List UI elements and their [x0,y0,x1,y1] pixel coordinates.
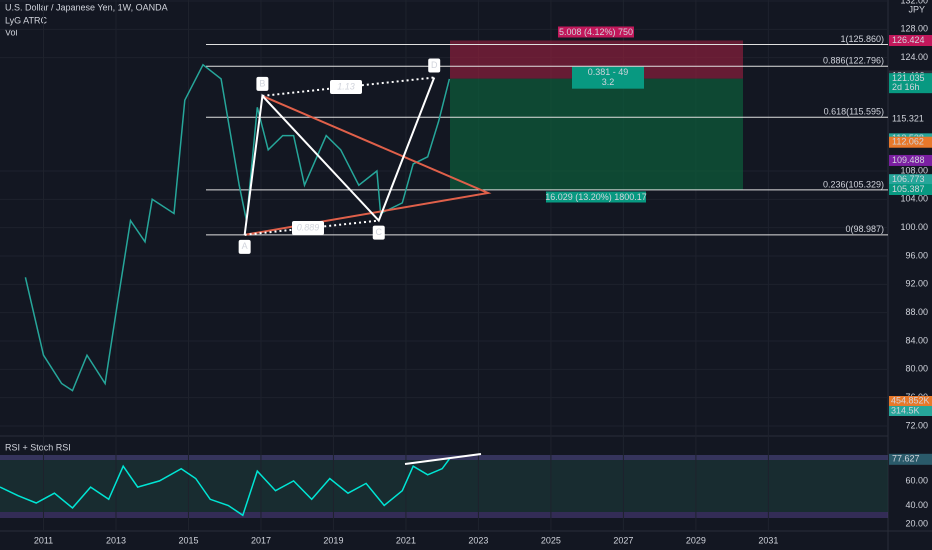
ratio-label-bg [292,221,324,235]
point-label-bg [372,225,385,240]
time-tick-label: 2023 [468,535,488,545]
reward-label-bg [546,191,646,203]
target-zone [450,78,743,190]
price-tick-label: 132.00 [900,0,928,5]
point-label-bg [238,239,251,254]
rsi-tick-label: 20.00 [905,518,928,528]
rsi-line [0,458,451,517]
price-badge [889,136,932,148]
rsi-tick-label: 40.00 [905,500,928,510]
price-tick-label: 84.00 [905,335,928,345]
price-badge-label: 109.488 [892,155,925,165]
price-badge [889,73,932,94]
volume-badge [889,406,932,416]
risk-label-bg [558,26,634,38]
time-tick-label: 2029 [686,535,706,545]
price-badge-label: 126.424 [892,35,925,45]
time-tick-label: 2019 [323,535,343,545]
price-tick-label: 128.00 [900,24,928,34]
ratio-label-bg [330,80,362,94]
rsi-badge-label: 77.627 [892,454,920,464]
rsi-oversold [0,512,888,518]
time-tick-label: 2021 [396,535,416,545]
fib-label: 0.618(115.595) [824,107,884,117]
rsi-trendline [404,453,482,465]
harmonic-pattern [243,77,436,235]
time-tick-label: 2017 [251,535,271,545]
triangle-top [244,94,492,236]
time-tick-label: 2025 [541,535,561,545]
price-tick-label: 72.00 [905,420,928,430]
indicator-label: Vol [5,27,18,37]
volume-badge-label: 454.852K [891,395,930,405]
price-tick-label: 104.00 [900,194,928,204]
fib-label: 0.236(105.329) [823,179,884,189]
indicator-label: LyG ATRC [5,15,48,25]
price-badge [889,113,932,125]
mid-label: 3.2 [602,77,615,87]
ratio-label: 1.13 [337,81,355,91]
price-tick-label: 100.00 [900,222,928,232]
risk-label: 5.008 (4.12%) 750 [559,27,633,37]
price-tick-label: 88.00 [905,307,928,317]
mid-label: 0.381 - 49 [588,67,629,77]
fib-label: 1(125.860) [840,34,884,44]
ratio-label: 0.889 [297,222,320,232]
price-tick-label: 92.00 [905,279,928,289]
price-badge-label: 121.035 [892,73,925,83]
time-tick-label: 2011 [34,535,53,545]
mid-label-bg [572,66,644,89]
price-badge [889,184,932,196]
currency: JPY [908,4,925,14]
point-label-bg [256,76,269,91]
rsi-band [0,455,888,512]
time-tick-label: 2031 [758,535,778,545]
price-tick-label: 124.00 [900,52,928,62]
price-badge-note: 2d 16h [892,82,920,92]
fib-label: 0.886(122.796) [823,56,884,66]
volume-badge-label: 314.5K [891,405,920,415]
rsi-overbought [0,455,888,460]
rsi-title: RSI + Stoch RSI [5,442,71,452]
price-badge-label: 112.062 [892,137,924,147]
price-tick-label: 96.00 [905,250,928,260]
point-label: A [242,241,248,251]
price-badge [889,34,932,46]
symbol-title: U.S. Dollar / Japanese Yen, 1W, OANDA [5,2,168,12]
point-label-bg [428,58,441,73]
rsi-tick-label: 60.00 [905,475,928,485]
point-label: D [431,60,438,70]
rsi-badge [889,453,932,465]
volume-badge [889,396,932,406]
point-label: B [259,78,265,88]
reward-label: 16.029 (13.20%) 1800.17 [545,192,647,202]
price-badge [889,174,932,186]
price-tick-label: 80.00 [905,364,928,374]
price-badge-label: 115.321 [892,114,924,124]
price-badge-label: 106.773 [892,174,925,184]
price-tick-label: 108.00 [900,165,928,175]
time-tick-label: 2015 [178,535,198,545]
fib-label: 0(98.987) [845,224,884,234]
time-tick-label: 2013 [106,535,126,545]
point-label: C [376,227,383,237]
time-tick-label: 2027 [613,535,633,545]
price-badge-label: 105.387 [892,184,925,194]
price-badge [889,154,932,166]
